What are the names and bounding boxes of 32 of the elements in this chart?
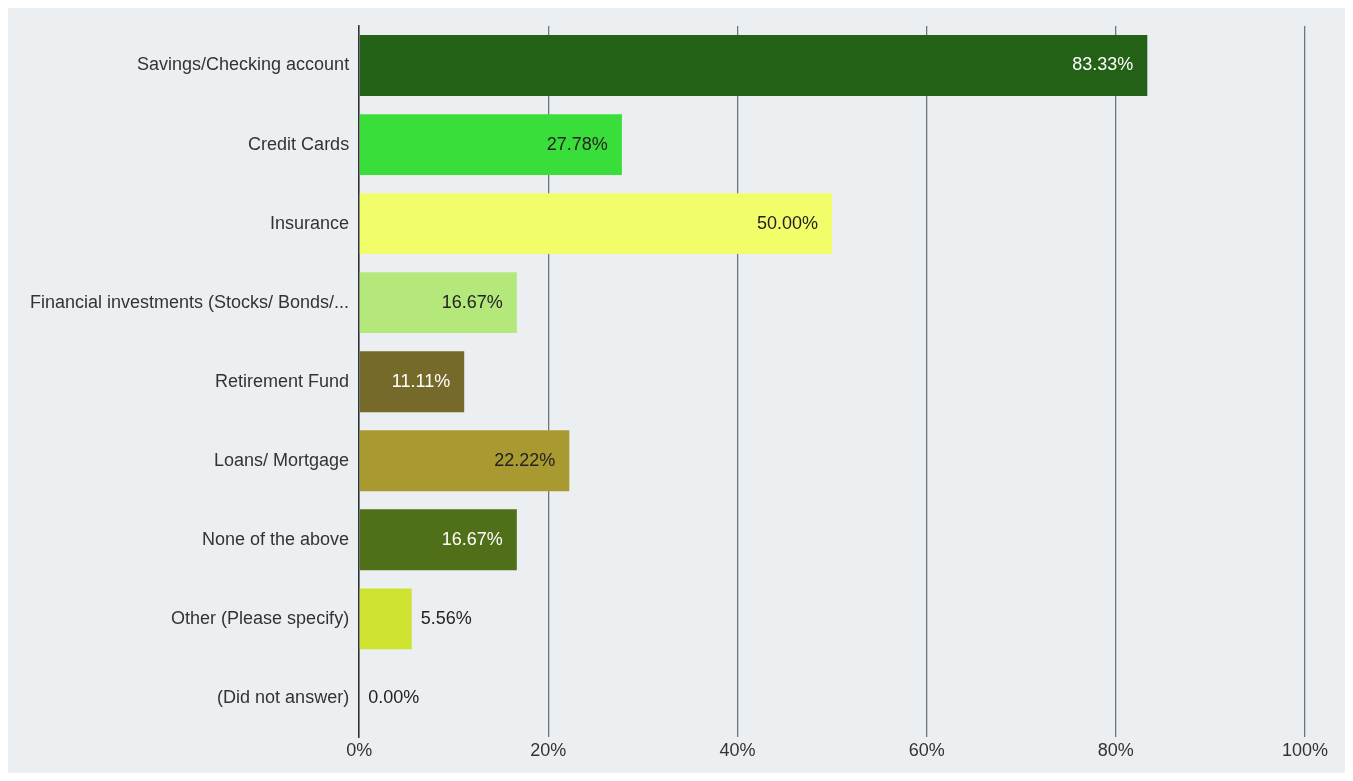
data-label: 50.00% xyxy=(757,212,819,233)
bar xyxy=(359,193,833,255)
data-label: 0.00% xyxy=(368,686,420,707)
x-tick-label: 20% xyxy=(530,740,567,761)
bar xyxy=(359,430,570,492)
x-tick-label: 60% xyxy=(908,740,945,761)
y-tick-label: None of the above xyxy=(202,528,350,549)
bar xyxy=(359,35,1148,96)
bar xyxy=(359,509,517,571)
y-tick-label: Other (Please specify) xyxy=(171,607,350,628)
data-label: 16.67% xyxy=(441,291,503,312)
bar xyxy=(359,272,517,334)
data-label: 5.56% xyxy=(420,607,472,628)
x-tick-label: 100% xyxy=(1281,740,1329,761)
bar xyxy=(359,351,465,413)
bar xyxy=(359,114,622,175)
y-tick-label: Credit Cards xyxy=(248,133,350,154)
data-label: 11.11% xyxy=(391,370,451,391)
y-tick-label: Financial investments (Stocks/ Bonds/... xyxy=(29,291,350,312)
data-label: 16.67% xyxy=(441,528,503,549)
y-tick-label: Insurance xyxy=(270,212,350,233)
bar xyxy=(359,588,412,650)
x-tick-label: 0% xyxy=(346,740,373,761)
data-label: 83.33% xyxy=(1072,54,1134,75)
data-label: 22.22% xyxy=(494,449,556,470)
y-tick-label: (Did not answer) xyxy=(217,686,350,707)
x-tick-label: 40% xyxy=(719,740,756,761)
y-tick-label: Loans/ Mortgage xyxy=(214,449,350,470)
x-tick-label: 80% xyxy=(1097,740,1134,761)
data-label: 27.78% xyxy=(546,133,608,154)
y-tick-label: Retirement Fund xyxy=(215,370,350,391)
y-tick-label: Savings/Checking account xyxy=(137,54,350,75)
